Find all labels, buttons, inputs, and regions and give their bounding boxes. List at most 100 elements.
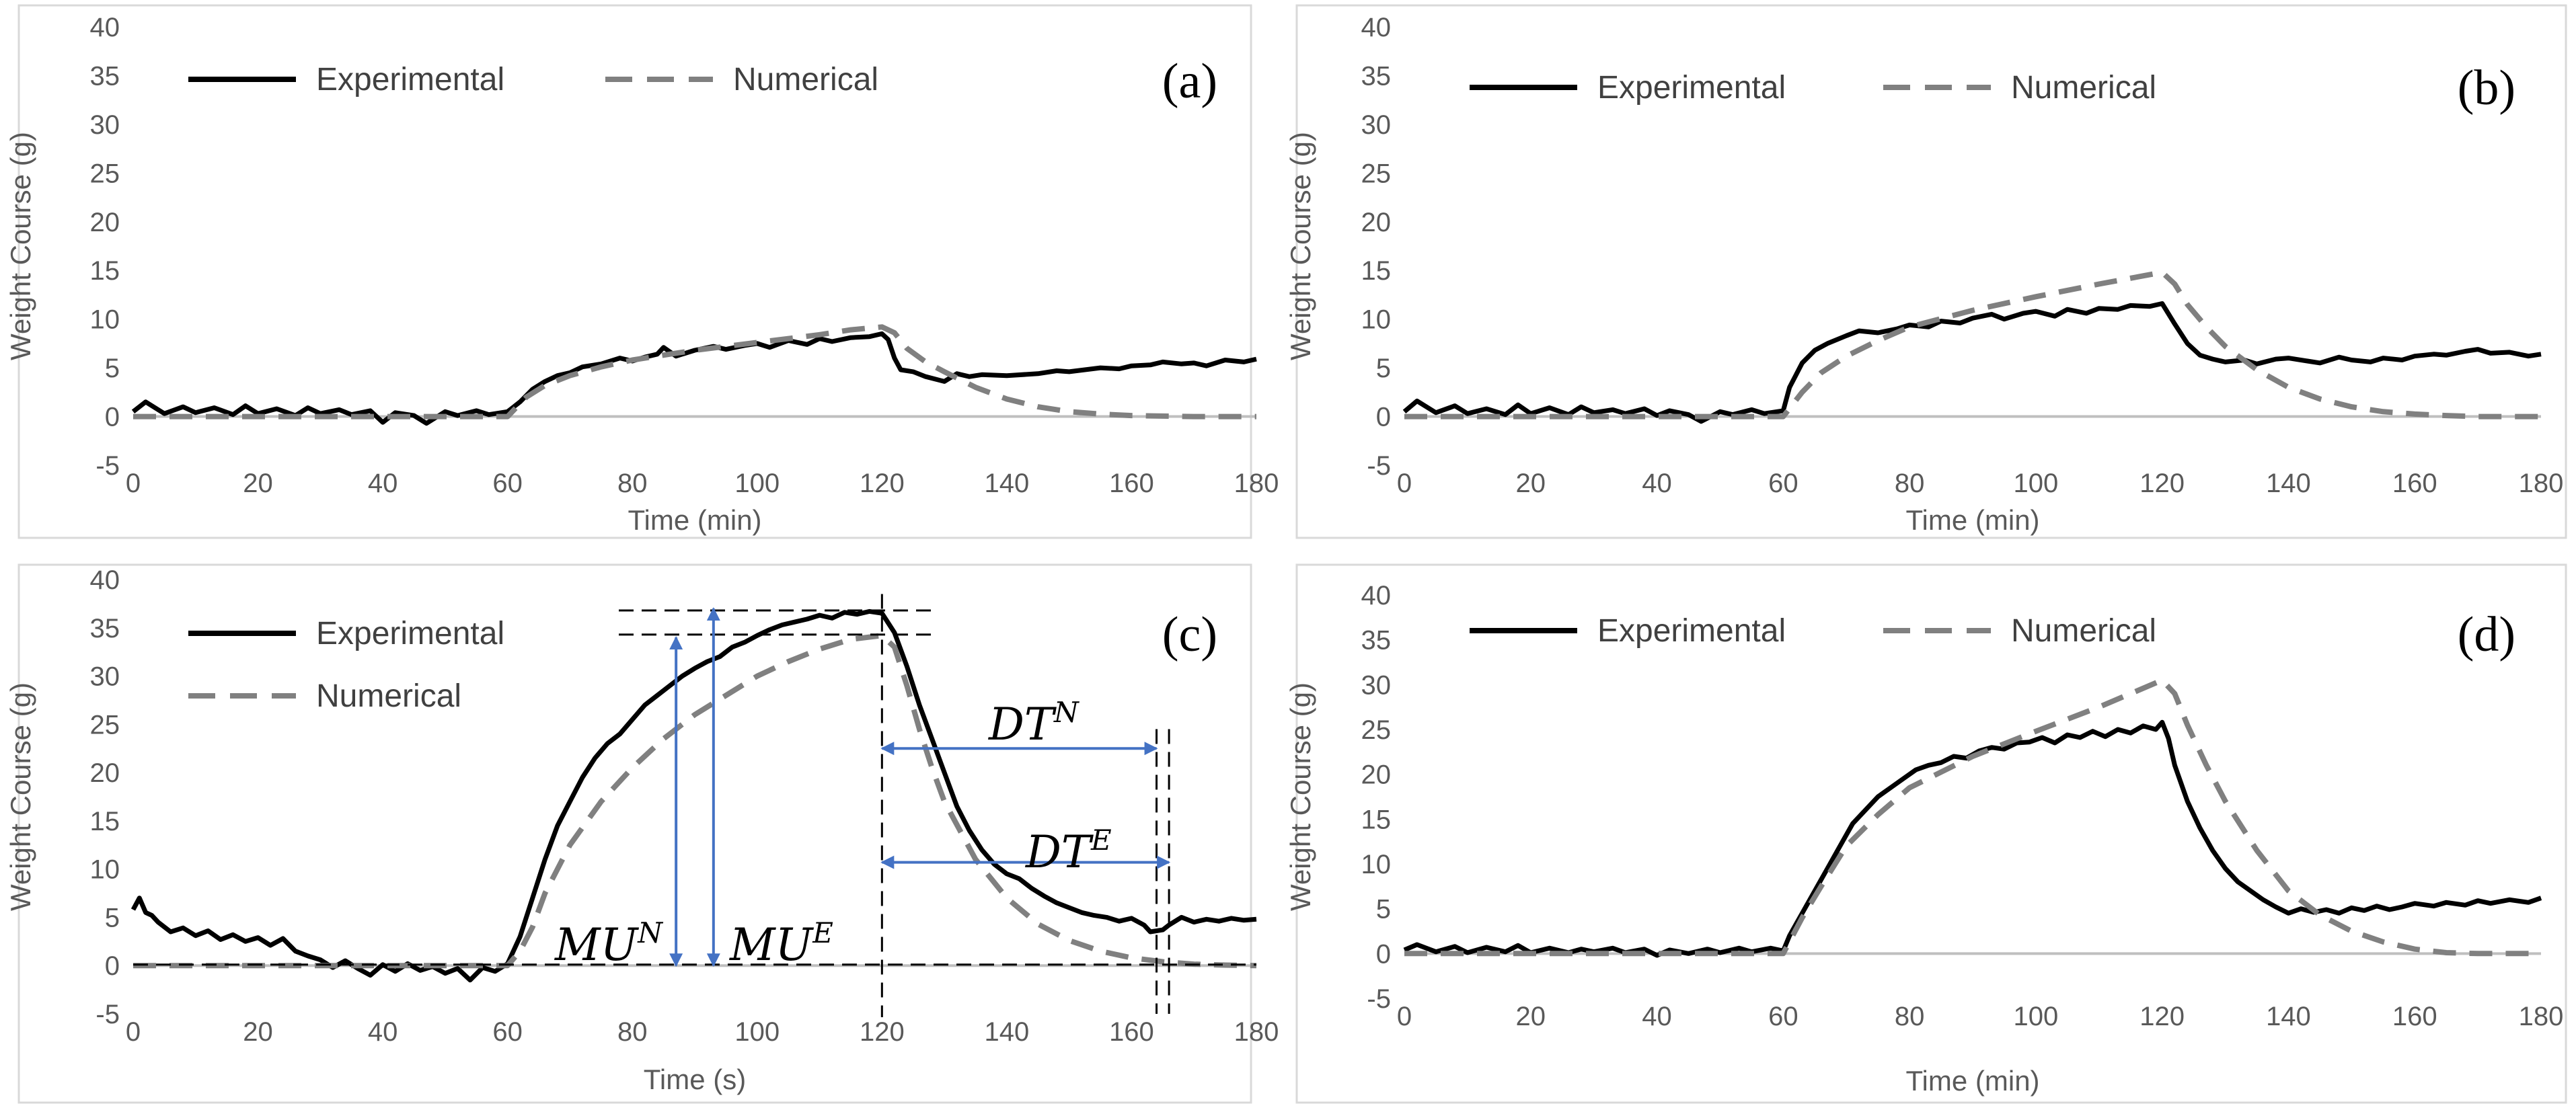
y-axis-label: Weight Course (g) (5, 132, 36, 360)
mu-e-label: MUE (729, 916, 833, 971)
y-tick-label: 40 (1361, 581, 1392, 610)
x-axis-label: Time (min) (628, 504, 761, 536)
y-tick-label: 10 (90, 855, 120, 885)
x-tick-label: 100 (2014, 469, 2059, 498)
x-tick-label: 180 (2519, 469, 2564, 498)
y-tick-label: -5 (1367, 451, 1391, 481)
y-tick-label: 0 (1376, 403, 1391, 432)
x-tick-label: 40 (368, 469, 398, 498)
y-tick-label: 0 (1376, 939, 1391, 969)
y-tick-label: 20 (1361, 208, 1392, 237)
x-tick-label: 120 (2139, 469, 2185, 498)
y-tick-label: 20 (1361, 760, 1392, 790)
x-tick-label: 0 (126, 469, 141, 498)
y-tick-label: 40 (90, 565, 120, 595)
x-tick-label: 120 (860, 1017, 905, 1047)
y-tick-label: -5 (96, 1000, 120, 1029)
y-axis-label: Weight Course (g) (5, 682, 36, 911)
x-tick-label: 20 (1516, 1002, 1546, 1031)
x-tick-label: 20 (243, 469, 273, 498)
y-tick-label: 5 (105, 903, 120, 932)
x-axis-label: Time (s) (644, 1064, 746, 1095)
y-tick-label: 5 (1376, 354, 1391, 383)
x-tick-label: 60 (1768, 1002, 1798, 1031)
y-tick-label: 10 (1361, 305, 1392, 335)
y-tick-label: 20 (90, 758, 120, 788)
x-tick-label: 160 (2392, 469, 2437, 498)
y-tick-label: 35 (1361, 61, 1392, 91)
chart-frame (1295, 563, 2567, 1104)
y-tick-label: 25 (1361, 159, 1392, 188)
y-tick-label: 15 (90, 256, 120, 286)
y-tick-label: 25 (90, 159, 120, 188)
y-tick-label: 35 (90, 61, 120, 91)
x-axis-label: Time (min) (1905, 1065, 2039, 1097)
panel-label: (d) (2458, 607, 2515, 662)
series-line-numerical (1404, 270, 2541, 420)
y-tick-label: 35 (1361, 626, 1392, 656)
x-tick-label: 80 (1895, 469, 1925, 498)
legend-label-experimental: Experimental (316, 616, 504, 651)
y-tick-label: 5 (1376, 895, 1391, 924)
panel-label: (a) (1162, 54, 1217, 109)
y-tick-label: 35 (90, 614, 120, 643)
legend-label-experimental: Experimental (1597, 613, 1786, 649)
x-tick-label: 40 (1642, 469, 1672, 498)
x-tick-label: 160 (1109, 469, 1154, 498)
x-tick-label: 180 (1234, 469, 1279, 498)
y-tick-label: 25 (90, 710, 120, 740)
x-tick-label: 100 (734, 469, 780, 498)
legend-label-numerical: Numerical (733, 62, 878, 97)
series-line-numerical (1404, 677, 2541, 957)
series-line-experimental (131, 331, 1257, 426)
x-tick-label: 140 (2266, 1002, 2311, 1031)
dt-e-label: DTE (1025, 824, 1112, 878)
y-tick-label: 0 (105, 403, 120, 432)
x-tick-label: 80 (617, 1017, 648, 1047)
y-tick-label: 30 (90, 662, 120, 692)
y-tick-label: 30 (90, 110, 120, 140)
y-tick-label: 5 (105, 354, 120, 383)
panel-label: (c) (1162, 607, 1217, 662)
y-tick-label: 40 (90, 13, 120, 42)
y-tick-label: 40 (1361, 13, 1392, 42)
dt-n-label: DTN (988, 696, 1079, 750)
x-tick-label: 20 (243, 1017, 273, 1047)
x-tick-label: 0 (1397, 1002, 1412, 1031)
x-tick-label: 120 (2139, 1002, 2185, 1031)
x-axis-label: Time (min) (1905, 504, 2039, 536)
x-tick-label: 60 (492, 469, 523, 498)
x-tick-label: 60 (492, 1017, 523, 1047)
y-tick-label: 0 (105, 951, 120, 981)
x-tick-label: 0 (126, 1017, 141, 1047)
y-tick-label: 15 (90, 807, 120, 836)
y-tick-label: -5 (1367, 984, 1391, 1014)
x-tick-label: 160 (1109, 1017, 1154, 1047)
x-tick-label: 60 (1768, 469, 1798, 498)
x-tick-label: 140 (985, 469, 1030, 498)
series-line-experimental (1402, 301, 2542, 424)
x-tick-label: 160 (2392, 1002, 2437, 1031)
x-tick-label: 140 (985, 1017, 1030, 1047)
x-tick-label: 20 (1516, 469, 1546, 498)
x-tick-label: 100 (2014, 1002, 2059, 1031)
x-tick-label: 80 (1895, 1002, 1925, 1031)
x-tick-label: 0 (1397, 469, 1412, 498)
y-tick-label: 10 (90, 305, 120, 335)
chart-frame (17, 563, 1252, 1104)
y-tick-label: 15 (1361, 805, 1392, 834)
y-tick-label: 30 (1361, 670, 1392, 700)
x-tick-label: 180 (2519, 1002, 2564, 1031)
chart-frame (17, 4, 1252, 539)
y-tick-label: -5 (96, 451, 120, 481)
x-tick-label: 40 (1642, 1002, 1672, 1031)
x-tick-label: 100 (734, 1017, 780, 1047)
legend-label-experimental: Experimental (1597, 70, 1786, 106)
x-tick-label: 80 (617, 469, 648, 498)
y-axis-label: Weight Course (g) (1285, 682, 1316, 911)
series-line-numerical (133, 324, 1256, 420)
